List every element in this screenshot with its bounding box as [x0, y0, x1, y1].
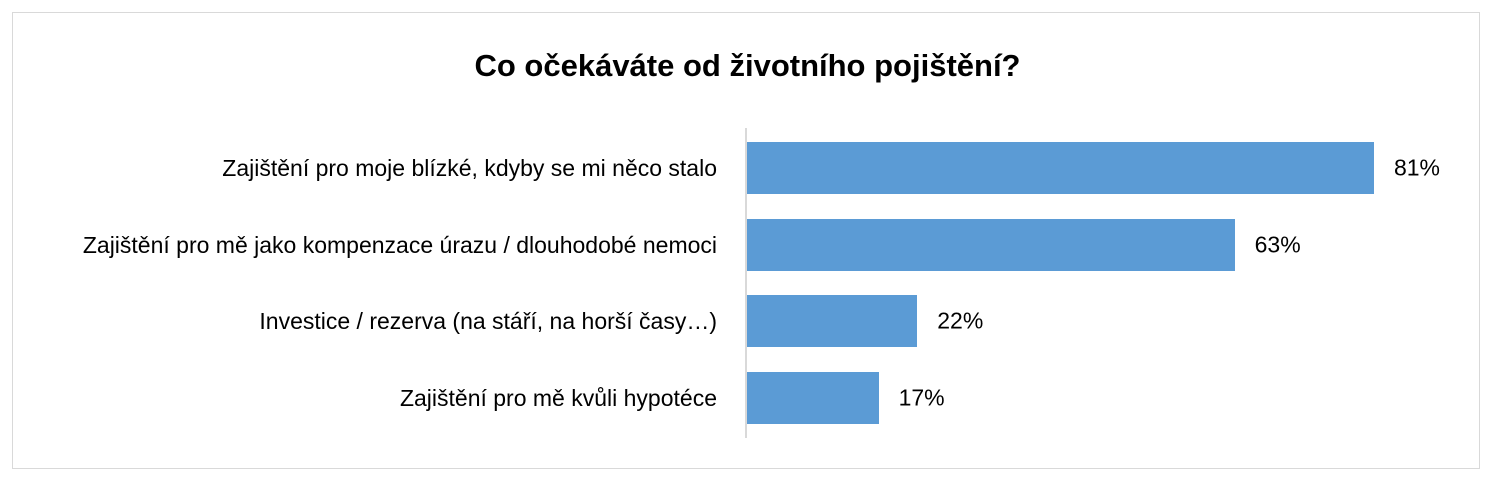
- bar: [747, 218, 1235, 271]
- category-label: Investice / rezerva (na stáří, na horší …: [259, 308, 717, 335]
- bar: [747, 372, 879, 425]
- chart-frame: [12, 12, 1480, 469]
- bar: [747, 295, 918, 348]
- value-label: 63%: [1254, 231, 1301, 258]
- category-label: Zajištění pro moje blízké, kdyby se mi n…: [222, 155, 717, 181]
- category-label: Zajištění pro mě jako kompenzace úrazu /…: [82, 231, 717, 258]
- category-axis: [745, 128, 747, 438]
- value-label: 81%: [1393, 154, 1440, 181]
- value-label: 17%: [898, 384, 945, 411]
- chart-title: Co očekáváte od životního pojištění?: [474, 48, 1021, 83]
- value-label: 22%: [937, 307, 984, 334]
- bar: [747, 142, 1374, 194]
- category-label: Zajištění pro mě kvůli hypotéce: [399, 385, 717, 412]
